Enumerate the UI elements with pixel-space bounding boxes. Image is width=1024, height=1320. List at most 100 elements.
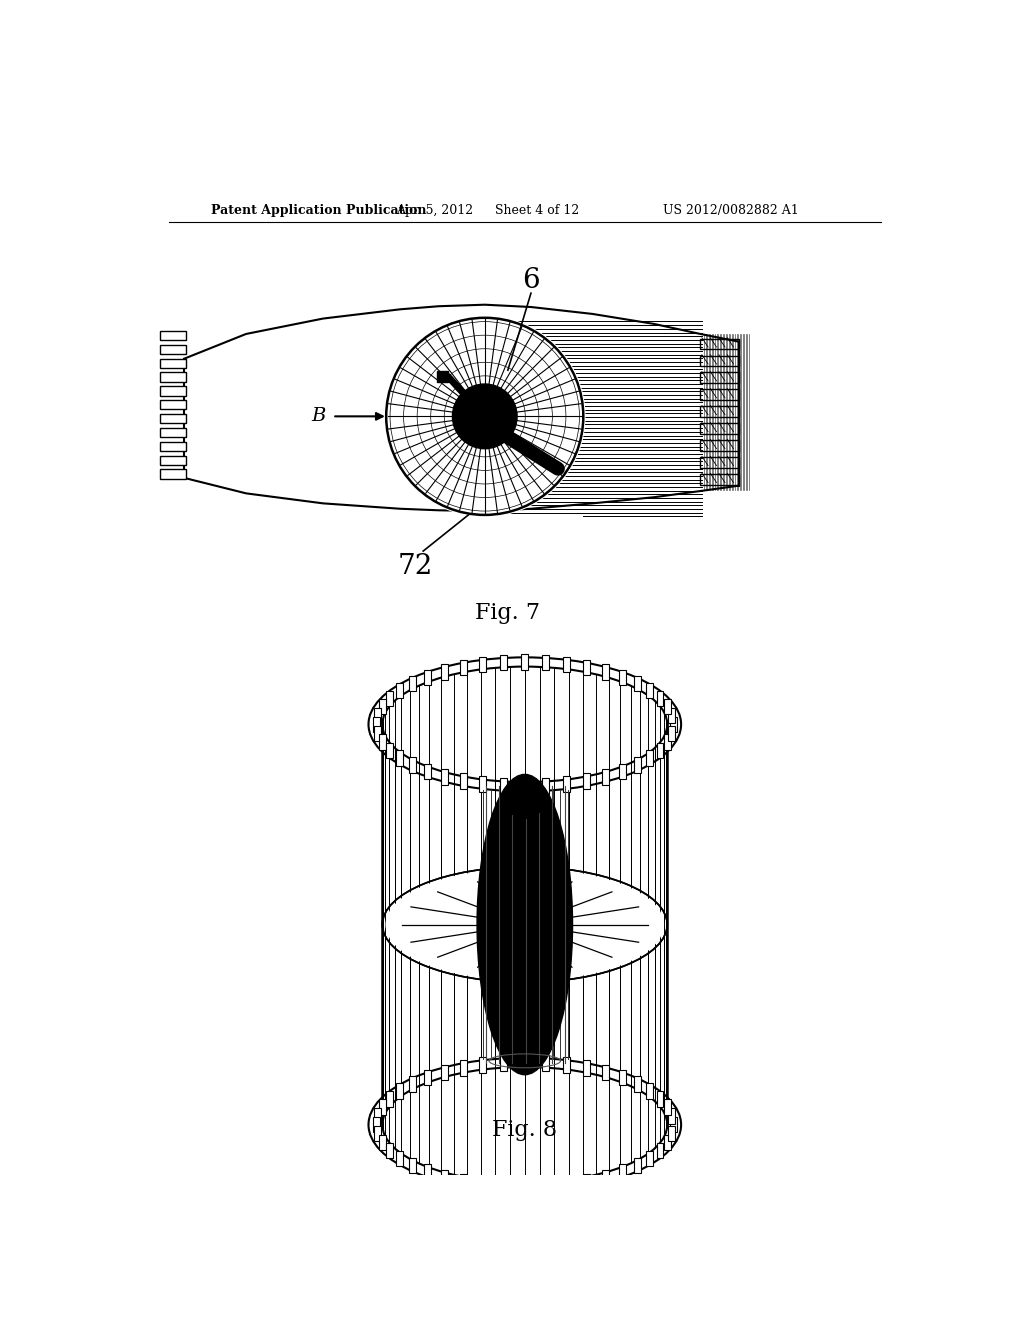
Bar (664, 700, 671, 714)
Text: 72: 72 (397, 553, 433, 579)
Text: B: B (311, 408, 326, 425)
Text: 6: 6 (522, 267, 540, 293)
Bar (700, 457, 739, 469)
Bar (374, 1109, 381, 1123)
Bar (460, 774, 467, 789)
Bar (160, 428, 186, 437)
Bar (543, 1055, 550, 1071)
Bar (700, 474, 739, 484)
Bar (700, 407, 739, 417)
Bar (602, 770, 608, 784)
Circle shape (505, 779, 545, 818)
Bar (160, 442, 186, 451)
Bar (160, 345, 186, 354)
Bar (500, 1055, 507, 1071)
Bar (646, 1084, 653, 1098)
Bar (437, 371, 447, 381)
Bar (634, 758, 641, 774)
Bar (160, 400, 186, 409)
Bar (409, 1076, 416, 1092)
Bar (396, 682, 403, 698)
Bar (396, 1084, 403, 1098)
Bar (424, 1164, 431, 1180)
Bar (441, 770, 447, 784)
Bar (441, 664, 447, 680)
Bar (479, 776, 486, 792)
Bar (379, 700, 386, 714)
Bar (646, 750, 653, 766)
Text: Sheet 4 of 12: Sheet 4 of 12 (495, 205, 580, 218)
Bar (670, 717, 677, 733)
Bar (500, 1179, 507, 1195)
Bar (618, 764, 626, 779)
Bar (396, 750, 403, 766)
Bar (618, 1071, 626, 1085)
Bar (563, 657, 570, 672)
Bar (602, 1065, 608, 1080)
Bar (521, 779, 528, 795)
Bar (396, 1151, 403, 1166)
Bar (543, 779, 550, 793)
Bar (646, 1151, 653, 1166)
Bar (634, 1076, 641, 1092)
Ellipse shape (386, 869, 664, 979)
Bar (563, 1057, 570, 1073)
Bar (656, 1092, 664, 1106)
Ellipse shape (477, 775, 572, 1074)
Bar (379, 734, 386, 750)
Bar (500, 655, 507, 671)
Bar (700, 355, 739, 367)
Bar (160, 331, 186, 341)
Bar (669, 1109, 676, 1123)
Bar (700, 424, 739, 434)
Circle shape (453, 384, 517, 449)
Bar (700, 389, 739, 400)
Circle shape (385, 317, 585, 516)
Bar (160, 455, 186, 465)
Bar (460, 1173, 467, 1189)
Bar (583, 660, 590, 676)
Bar (479, 1057, 486, 1073)
Bar (409, 676, 416, 692)
Bar (583, 1173, 590, 1189)
Bar (386, 1092, 393, 1106)
Bar (700, 339, 739, 350)
Bar (160, 359, 186, 368)
Bar (373, 1117, 380, 1133)
Bar (460, 660, 467, 676)
Bar (669, 708, 676, 723)
Bar (374, 708, 381, 723)
Bar (160, 372, 186, 381)
Bar (664, 734, 671, 750)
Bar (543, 1179, 550, 1195)
Bar (602, 1170, 608, 1185)
Bar (656, 690, 664, 706)
Text: Fig. 7: Fig. 7 (475, 602, 541, 624)
Bar (424, 1071, 431, 1085)
Bar (409, 758, 416, 774)
Bar (479, 1177, 486, 1192)
Bar (669, 726, 676, 741)
Bar (602, 664, 608, 680)
Bar (374, 726, 381, 741)
Bar (563, 776, 570, 792)
Text: Fig. 8: Fig. 8 (493, 1119, 557, 1140)
Bar (664, 1100, 671, 1115)
Bar (646, 682, 653, 698)
Bar (441, 1170, 447, 1185)
Bar (160, 414, 186, 424)
Text: Patent Application Publication: Patent Application Publication (211, 205, 427, 218)
Bar (664, 1135, 671, 1150)
FancyArrowPatch shape (335, 413, 383, 420)
Bar (656, 1143, 664, 1159)
Bar (479, 657, 486, 672)
Bar (669, 1126, 676, 1142)
Bar (460, 1060, 467, 1076)
Bar (409, 1158, 416, 1173)
Bar (618, 1164, 626, 1180)
Bar (543, 655, 550, 671)
Bar (424, 669, 431, 685)
Bar (160, 387, 186, 396)
Bar (583, 774, 590, 789)
Bar (521, 1055, 528, 1071)
